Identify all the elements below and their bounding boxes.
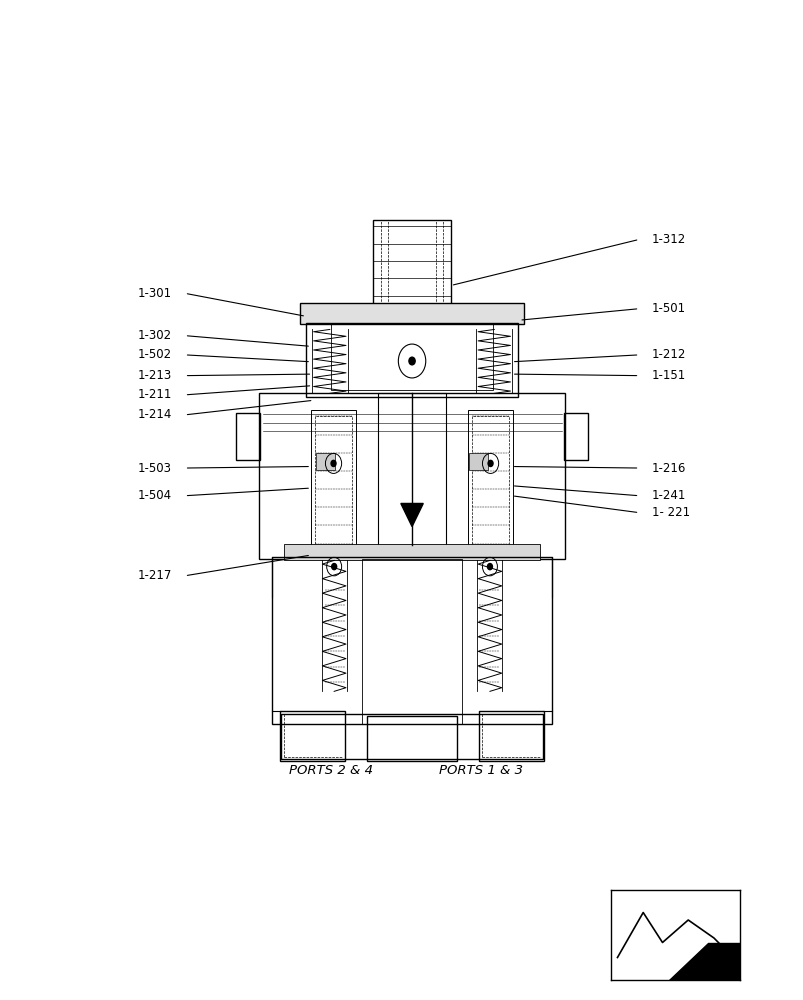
Bar bbox=[316, 453, 334, 470]
Text: PORTS 1 & 3: PORTS 1 & 3 bbox=[438, 764, 522, 777]
Bar bbox=[315, 416, 352, 548]
Bar bbox=[306, 323, 517, 397]
Bar bbox=[259, 393, 564, 559]
Text: 1-214: 1-214 bbox=[137, 408, 172, 421]
Text: 1-151: 1-151 bbox=[651, 369, 685, 382]
Bar bbox=[236, 413, 259, 460]
Text: PORTS 2 & 4: PORTS 2 & 4 bbox=[289, 764, 373, 777]
Circle shape bbox=[487, 460, 492, 466]
Bar bbox=[469, 453, 487, 470]
Bar bbox=[564, 413, 587, 460]
Polygon shape bbox=[401, 503, 422, 527]
Text: 1-213: 1-213 bbox=[138, 369, 172, 382]
Text: 1-312: 1-312 bbox=[651, 233, 685, 246]
Circle shape bbox=[487, 564, 491, 570]
Circle shape bbox=[331, 460, 336, 466]
Bar bbox=[373, 220, 450, 305]
Text: 1- 221: 1- 221 bbox=[651, 506, 689, 519]
Bar bbox=[271, 557, 552, 724]
Bar bbox=[331, 323, 492, 389]
Polygon shape bbox=[668, 942, 739, 980]
Text: 1-241: 1-241 bbox=[651, 489, 686, 502]
Text: 1-302: 1-302 bbox=[138, 329, 172, 342]
Bar bbox=[361, 559, 461, 724]
Bar bbox=[377, 393, 446, 545]
Bar bbox=[284, 544, 539, 560]
Text: 1-501: 1-501 bbox=[651, 302, 685, 315]
Text: 1-212: 1-212 bbox=[651, 348, 686, 361]
Bar bbox=[300, 303, 524, 324]
Text: 1-217: 1-217 bbox=[137, 569, 172, 582]
Circle shape bbox=[332, 564, 336, 570]
Bar bbox=[311, 410, 356, 553]
Text: 1-503: 1-503 bbox=[138, 462, 172, 475]
Text: 1-301: 1-301 bbox=[138, 287, 172, 300]
Text: 1-504: 1-504 bbox=[138, 489, 172, 502]
Bar bbox=[471, 416, 508, 548]
Text: 1-216: 1-216 bbox=[651, 462, 686, 475]
Bar bbox=[281, 714, 542, 759]
Bar bbox=[467, 410, 512, 553]
Circle shape bbox=[409, 357, 414, 365]
Text: 1-502: 1-502 bbox=[138, 348, 172, 361]
Bar bbox=[478, 711, 544, 761]
Bar bbox=[367, 716, 456, 761]
Bar bbox=[279, 711, 345, 761]
Text: 1-211: 1-211 bbox=[137, 388, 172, 401]
